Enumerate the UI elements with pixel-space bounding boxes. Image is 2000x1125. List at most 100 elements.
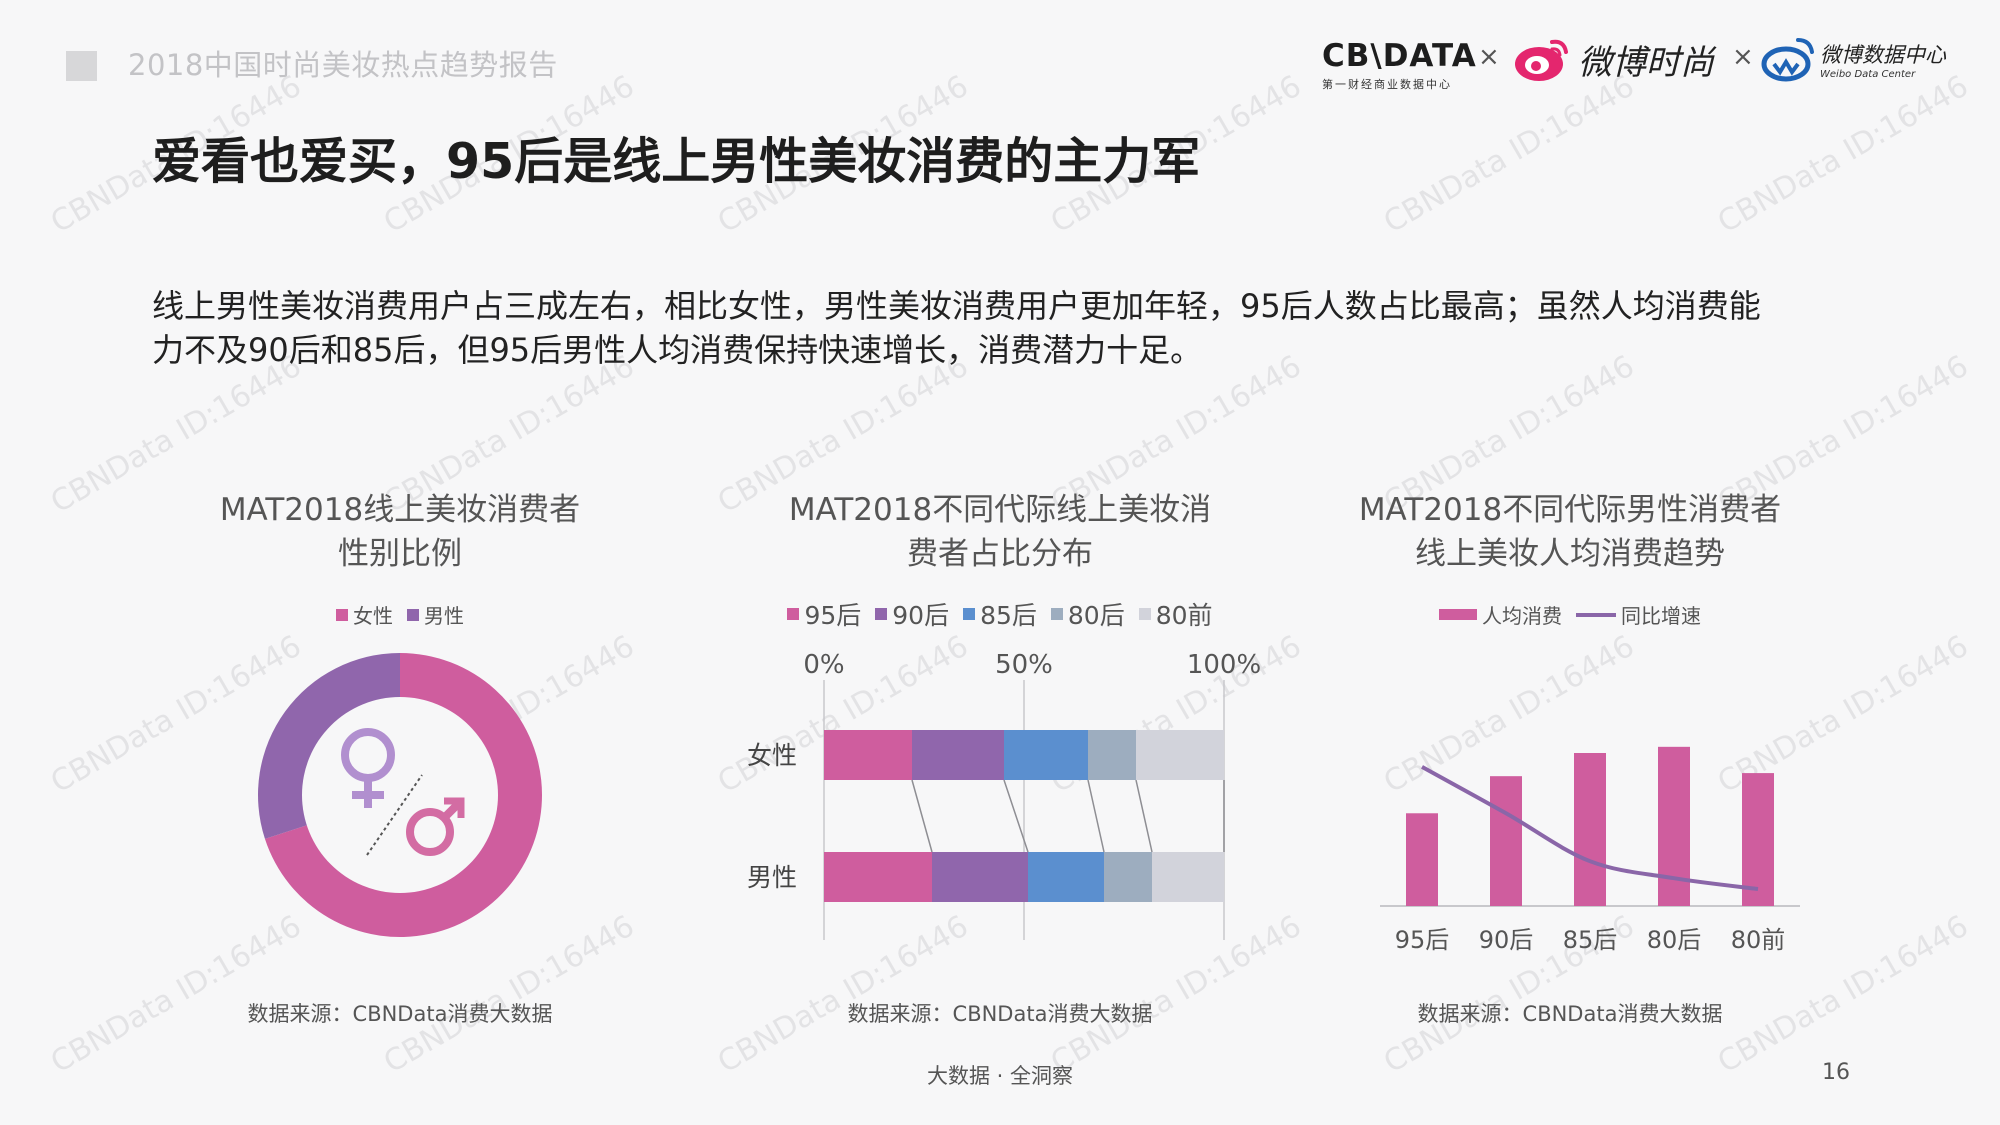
logo-separator: ×	[1732, 42, 1754, 72]
male-spending-chart-panel: MAT2018不同代际男性消费者 线上美妆人均消费趋势	[1330, 488, 1810, 576]
legend-item: 男性	[407, 600, 464, 629]
female-symbol-icon	[341, 728, 395, 808]
x-tick-label: 80前	[1731, 926, 1786, 954]
weibo-data-center-logo: 微博数据中心 Weibo Data Center	[1760, 34, 1946, 84]
spending-bar	[1406, 813, 1438, 906]
x-tick-label: 50%	[995, 650, 1053, 680]
intro-paragraph: 线上男性美妆消费用户占三成左右，相比女性，男性美妆消费用户更加年轻，95后人数占…	[152, 284, 1872, 372]
generation-share-chart-title: MAT2018不同代际线上美妆消 费者占比分布	[760, 488, 1240, 576]
gender-chart-title-line2: 性别比例	[338, 536, 462, 572]
generation-share-chart-title-line2: 费者占比分布	[907, 536, 1093, 572]
legend-item: 人均消费	[1439, 600, 1562, 629]
legend-swatch	[963, 608, 976, 620]
legend-label: 女性	[353, 604, 393, 628]
legend-label: 人均消费	[1482, 604, 1562, 628]
legend-label: 80后	[1067, 601, 1125, 630]
legend-swatch	[875, 608, 888, 620]
legend-label: 男性	[424, 604, 464, 628]
report-title: 2018中国时尚美妆热点趋势报告	[128, 48, 558, 82]
male-symbol-icon	[406, 797, 465, 856]
legend-swatch	[787, 608, 800, 620]
stacked-bar-segment-80后	[1104, 852, 1152, 902]
generation-share-chart-source: 数据来源：CBNData消费大数据	[847, 1002, 1153, 1026]
weibo-data-center-subtext: Weibo Data Center	[1820, 68, 1916, 80]
series-connector-line	[1087, 779, 1105, 853]
intro-line-1: 线上男性美妆消费用户占三成左右，相比女性，男性美妆消费用户更加年轻，95后人数占…	[152, 287, 1761, 325]
series-connector-line	[1003, 779, 1029, 853]
series-connector-line	[1135, 779, 1153, 853]
x-tick-label: 0%	[803, 650, 844, 680]
legend-label: 95后	[804, 601, 862, 630]
legend-label: 90后	[892, 601, 950, 630]
legend-item: 85后	[963, 596, 1037, 632]
stacked-bar-segment-80后	[1088, 730, 1136, 780]
legend-swatch	[336, 608, 348, 621]
gender-chart-source: 数据来源：CBNData消费大数据	[247, 1002, 553, 1026]
category-label: 女性	[747, 741, 797, 770]
generation-share-chart-title-line1: MAT2018不同代际线上美妆消	[788, 492, 1212, 528]
weibo-fashion-logo: 微博时尚	[1512, 34, 1714, 84]
spending-bar	[1490, 776, 1522, 906]
legend-item: 同比增速	[1576, 600, 1701, 629]
growth-rate-line	[1421, 765, 1759, 891]
legend-label: 同比增速	[1621, 604, 1701, 628]
x-tick-label: 85后	[1563, 926, 1618, 954]
weibo-data-center-icon	[1761, 38, 1814, 82]
slide-title: 爱看也爱买，95后是线上男性美妆消费的主力军	[152, 133, 1201, 190]
footer-tagline: 大数据 · 全洞察	[926, 1064, 1074, 1088]
male-spending-chart-title: MAT2018不同代际男性消费者 线上美妆人均消费趋势	[1330, 488, 1810, 576]
stacked-bar-segment-90后	[912, 730, 1004, 780]
spending-bar	[1658, 746, 1690, 906]
divider-dashed-line	[366, 774, 423, 856]
stacked-bar-segment-85后	[1028, 852, 1104, 902]
legend-swatch	[1138, 608, 1151, 620]
legend-item: 95后	[787, 596, 861, 632]
x-tick-label: 95后	[1395, 926, 1450, 954]
donut-hole	[302, 697, 498, 893]
gender-chart-title-line1: MAT2018线上美妆消费者	[219, 492, 581, 528]
legend-label: 85后	[980, 601, 1037, 630]
stacked-bar-segment-95后	[824, 852, 932, 902]
weibo-eye-icon	[1515, 39, 1568, 81]
legend-item: 80前	[1138, 596, 1213, 632]
gender-chart-title: MAT2018线上美妆消费者 性别比例	[180, 488, 620, 576]
generation-share-chart-panel: MAT2018不同代际线上美妆消 费者占比分布	[760, 488, 1240, 576]
page-number: 16	[1822, 1060, 1850, 1085]
x-tick-label: 100%	[1187, 650, 1261, 680]
weibo-fashion-text: 微博时尚	[1578, 42, 1714, 83]
stacked-bar-segment-80前	[1152, 852, 1224, 902]
spending-bar	[1742, 773, 1774, 906]
male-spending-chart-title-line2: 线上美妆人均消费趋势	[1415, 536, 1725, 572]
x-tick-label: 90后	[1479, 926, 1534, 954]
legend-item: 80后	[1050, 596, 1125, 632]
legend-swatch	[407, 608, 419, 621]
gender-chart-panel: MAT2018线上美妆消费者 性别比例	[180, 488, 620, 576]
stacked-bar-segment-90后	[932, 852, 1028, 902]
legend-swatch	[1439, 609, 1477, 620]
legend-swatch	[1576, 612, 1616, 617]
cbndata-logo-subtext: 第一财经商业数据中心	[1322, 78, 1452, 91]
legend-swatch	[1050, 608, 1063, 620]
weibo-data-center-text: 微博数据中心	[1820, 42, 1946, 67]
spending-bar	[1574, 753, 1606, 906]
gender-donut-chart	[258, 653, 542, 937]
category-label: 男性	[747, 863, 797, 892]
watermark-text: CBNData ID:16446	[1378, 68, 1641, 241]
stacked-bar-segment-85后	[1004, 730, 1088, 780]
gender-chart-legend: 女性 男性	[180, 600, 620, 629]
logo-separator: ×	[1478, 42, 1500, 72]
series-connector-line	[911, 779, 933, 853]
legend-item: 女性	[336, 600, 393, 629]
male-spending-chart-legend: 人均消费 同比增速	[1330, 600, 1810, 629]
cbndata-logo: CB\DATA 第一财经商业数据中心	[1322, 38, 1477, 92]
x-tick-label: 80后	[1647, 926, 1702, 954]
male-spending-bar-line-chart: 95后 90后 85后 80后 80前	[1380, 746, 1800, 954]
legend-item: 90后	[875, 596, 949, 632]
watermark-text: CBNData ID:16446	[1712, 68, 1975, 241]
stacked-bar-segment-80前	[1136, 730, 1224, 780]
stacked-bar-segment-95后	[824, 730, 912, 780]
male-spending-chart-title-line1: MAT2018不同代际男性消费者	[1358, 492, 1782, 528]
male-spending-chart-source: 数据来源：CBNData消费大数据	[1417, 1002, 1723, 1026]
header-square-icon	[66, 51, 97, 81]
